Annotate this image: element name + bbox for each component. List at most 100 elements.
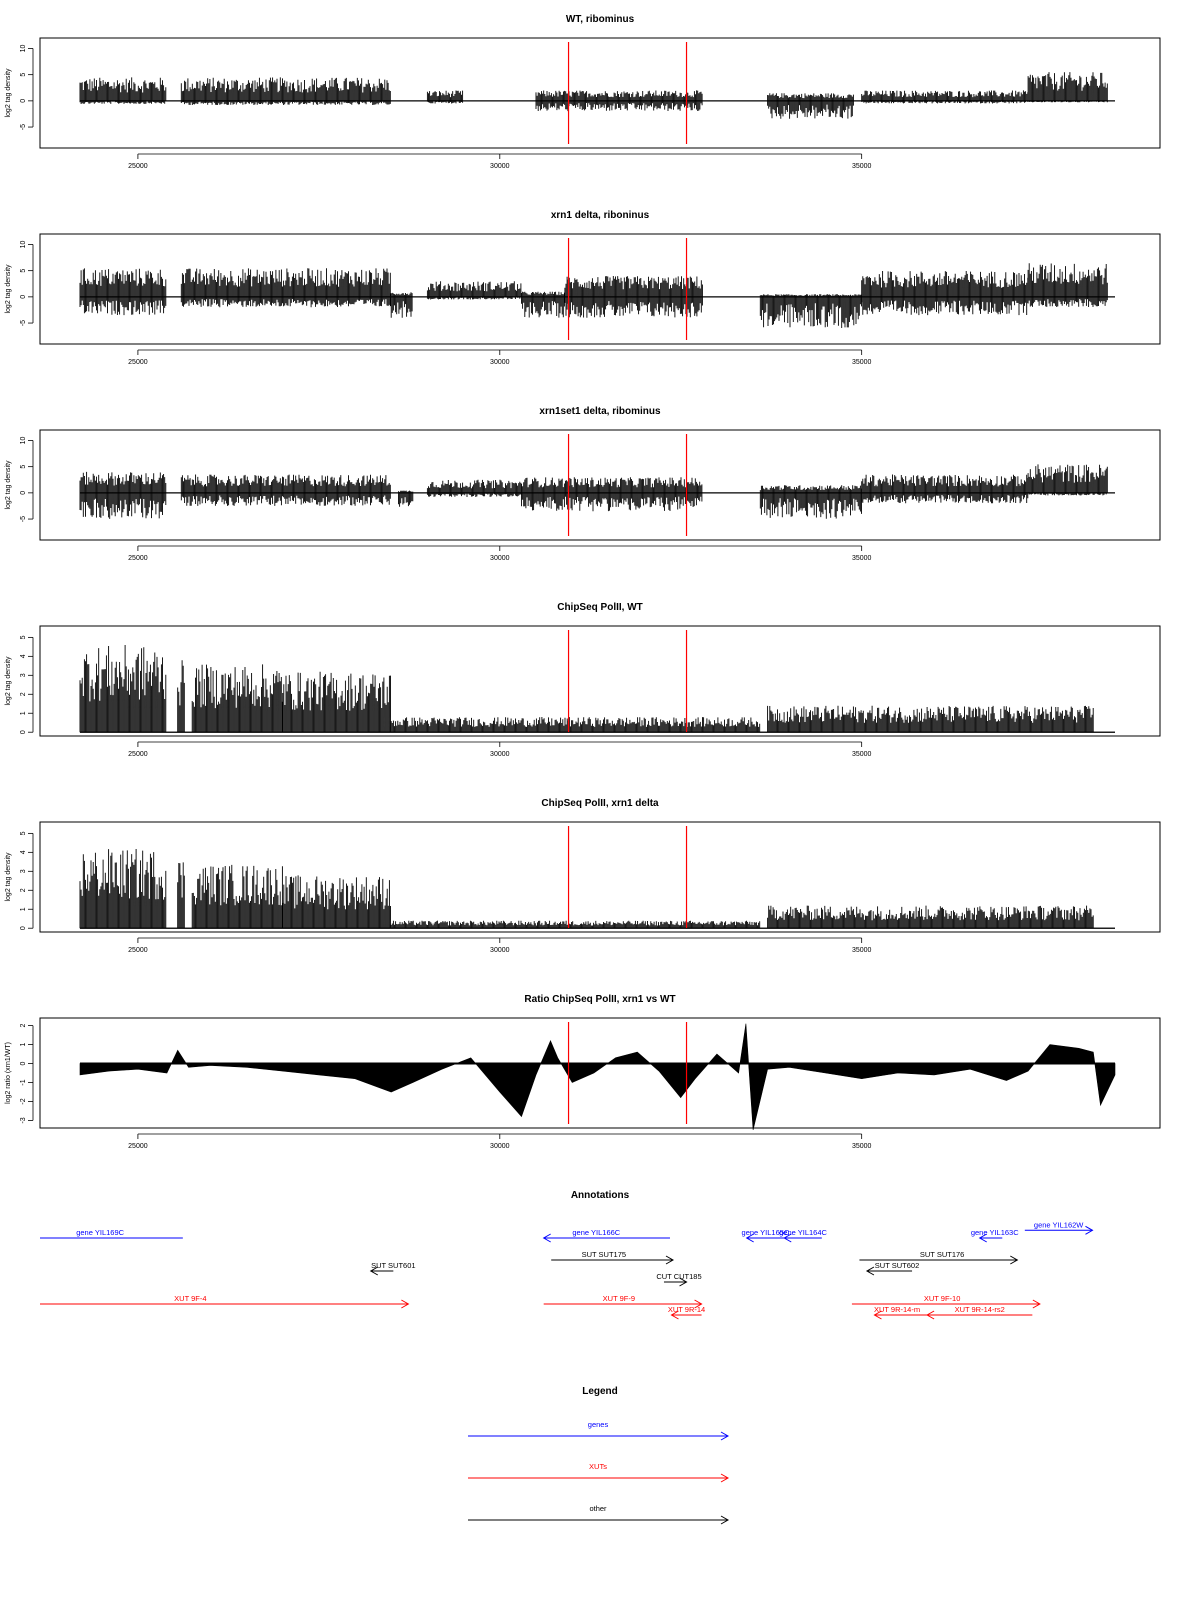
plot-frame [39,625,1161,737]
annotation-label: XUT 9F-9 [603,1294,635,1303]
x-tick-label: 25000 [128,1143,148,1150]
panel-title: WT, ribominus [566,14,635,25]
annotation-other [551,1255,675,1265]
y-tick-label: 10 [20,44,27,52]
arrow-head [926,1310,935,1320]
x-tick-label: 25000 [128,947,148,954]
plot-frame [39,429,1161,541]
plot-frame [39,1017,1161,1129]
annotation-genes [978,1233,1003,1243]
y-tick-label: 4 [20,850,27,854]
arrow-head [694,1299,703,1309]
y-tick-label: 0 [20,295,27,299]
annotation-label: SUT SUT176 [920,1250,964,1259]
plot-frame [39,37,1161,149]
legend-label: other [589,1504,607,1513]
annotation-label: gene YIL165C [742,1228,790,1237]
x-tick-label: 25000 [128,359,148,366]
legend-label: XUTs [589,1462,607,1471]
y-tick-label: 4 [20,654,27,658]
x-tick-label: 35000 [852,163,872,170]
x-tick-label: 30000 [490,751,510,758]
x-tick-label: 30000 [490,359,510,366]
annotation-genes [783,1233,822,1243]
x-tick-label: 35000 [852,359,872,366]
annotation-label: CUT CUT185 [656,1272,701,1281]
annotation-label: SUT SUT602 [875,1261,919,1270]
arrow-head [1010,1255,1019,1265]
panel-1 [28,37,1161,159]
annotation-other [369,1266,394,1276]
ratio-area [79,1023,1116,1130]
y-tick-label: 0 [20,926,27,930]
signal-bars [79,263,1108,328]
arrow-head [865,1266,875,1276]
panel-title: Ratio ChipSeq PolII, xrn1 vs WT [524,994,675,1005]
y-tick-label: 1 [20,907,27,911]
x-tick-label: 25000 [128,555,148,562]
arrow-head [1085,1225,1094,1235]
annotation-label: XUT 9F-10 [924,1294,961,1303]
x-tick-label: 30000 [490,163,510,170]
arrow-head [670,1310,679,1320]
panel-6 [28,1017,1161,1139]
y-axis-label: log2 tag density [5,656,12,706]
annotation-other [663,1277,688,1287]
legend-xuts-arrow [468,1473,730,1483]
annotation-xuts [851,1299,1041,1309]
y-tick-label: -2 [20,1098,27,1104]
panel-2 [28,233,1161,355]
y-tick-label: 0 [20,730,27,734]
arrow-head [542,1233,551,1243]
signal-bars [79,849,1094,929]
panel-title: ChipSeq PolII, WT [557,602,643,613]
y-tick-label: -5 [20,320,27,326]
panel-3 [28,429,1161,551]
arrow-head [720,1515,730,1525]
arrow-head [679,1277,688,1287]
y-tick-label: 0 [20,99,27,103]
annotation-label: gene YIL169C [76,1228,124,1237]
y-axis-label: log2 tag density [5,852,12,902]
arrow-head [720,1473,730,1483]
panel-title: xrn1set1 delta, ribominus [539,406,661,417]
arrow-head [1032,1299,1041,1309]
panel-5 [28,821,1161,943]
x-tick-label: 35000 [852,1143,872,1150]
y-tick-label: 5 [20,831,27,835]
annotation-label: gene YIL163C [971,1228,1019,1237]
annotation-label: XUT 9R-14-rs2 [955,1305,1005,1314]
y-tick-label: 1 [20,711,27,715]
y-tick-label: 2 [20,1024,27,1028]
x-tick-label: 35000 [852,555,872,562]
annotation-genes [542,1233,670,1243]
annotation-genes [745,1233,785,1243]
arrow-head [369,1266,379,1276]
y-tick-label: -1 [20,1079,27,1085]
panel-title: ChipSeq PolII, xrn1 delta [541,798,659,809]
legend-other-arrow [468,1515,730,1525]
y-tick-label: 5 [20,73,27,77]
annotation-genes [1024,1225,1094,1235]
annotation-xuts [40,1299,410,1309]
signal-bars [79,72,1108,119]
y-tick-label: 5 [20,269,27,273]
arrow-head [783,1233,792,1243]
arrow-head [401,1299,410,1309]
annotations-title: Annotations [571,1190,630,1201]
x-tick-label: 35000 [852,751,872,758]
y-tick-label: 2 [20,888,27,892]
arrow-head [745,1233,754,1243]
annotation-xuts [926,1310,1033,1320]
arrow-head [978,1233,987,1243]
y-axis-label: log2 tag density [5,68,12,118]
y-tick-label: 5 [20,465,27,469]
y-axis-label: log2 tag density [5,460,12,510]
x-tick-label: 30000 [490,1143,510,1150]
annotation-label: SUT SUT601 [371,1261,415,1270]
signal-bars [79,645,1094,733]
signal-bars [79,464,1108,519]
y-tick-label: -5 [20,516,27,522]
annotation-label: gene YIL162W [1034,1220,1084,1229]
x-tick-label: 35000 [852,947,872,954]
